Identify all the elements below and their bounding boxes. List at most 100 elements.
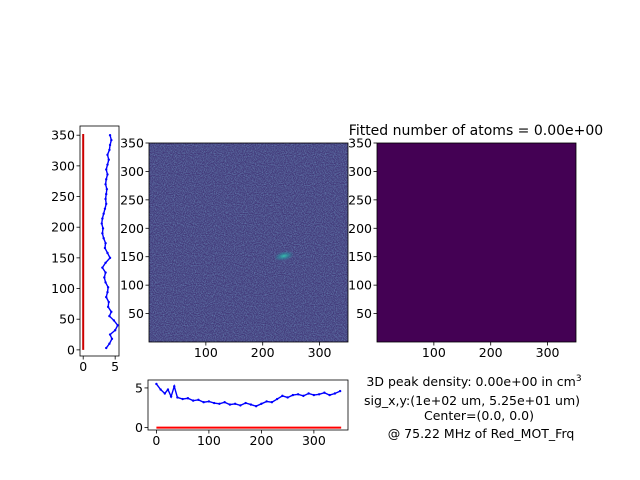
vertical-profile-data-point (103, 276, 106, 279)
vertical-profile-data-point (108, 314, 111, 318)
horizontal-profile-data-point (223, 401, 226, 404)
horizontal-profile-data-point (296, 393, 300, 396)
vertical-profile-data-point (104, 183, 107, 186)
absorption-image-ytick-label: 250 (120, 192, 144, 207)
horizontal-profile-data-point (163, 392, 166, 395)
absorption-image-xtick-label: 200 (251, 345, 275, 360)
vertical-profile-ytick-label: 150 (51, 250, 75, 265)
absorption-image-xtick-label: 100 (194, 345, 218, 360)
vertical-profile-ytick-label: 200 (51, 220, 75, 235)
horizontal-profile-data-point (239, 404, 242, 407)
fitted-image-plot: Fitted number of atoms = 0.00e+00 100 200… (348, 123, 603, 360)
vertical-profile-data-point (104, 241, 107, 245)
vertical-profile-data-point (101, 227, 105, 230)
horizontal-profile-data-point (265, 400, 268, 403)
vertical-profile-data-point (105, 187, 109, 191)
vertical-profile-ytick-label: 0 (67, 342, 75, 357)
fitted-image-ytick-label: 300 (348, 164, 372, 179)
absorption-image-ytick-label: 200 (120, 221, 144, 236)
horizontal-profile-data-point (281, 394, 284, 398)
horizontal-profile-xtick-label: 100 (197, 433, 221, 448)
vertical-profile-data-point (101, 217, 104, 220)
fitted-image-ytick-label: 50 (356, 306, 372, 321)
horizontal-profile-data-point (207, 400, 211, 403)
horizontal-profile-data-point (333, 392, 337, 395)
vertical-profile-data-point (107, 300, 110, 304)
horizontal-profile-data-point (338, 389, 342, 393)
vertical-profile-data-point (110, 138, 113, 142)
vertical-profile-data-point (108, 333, 112, 336)
absorption-image-noise (149, 143, 348, 342)
vertical-profile-data-point (106, 291, 109, 294)
horizontal-profile-xtick-label: 300 (302, 433, 326, 448)
horizontal-profile-data-point (302, 394, 305, 398)
horizontal-profile-data-point (218, 402, 221, 406)
vertical-profile-data-point (106, 163, 109, 166)
vertical-profile-data-point (112, 319, 116, 322)
vertical-profile-ytick-label: 350 (51, 128, 75, 143)
horizontal-profile-data-point (312, 393, 316, 397)
horizontal-profile-data-point (228, 403, 232, 406)
horizontal-profile-data-point (328, 393, 331, 397)
vertical-profile-data-point (105, 295, 108, 299)
vertical-profile-ytick-label: 50 (59, 312, 75, 327)
horizontal-profile-data-point (155, 382, 158, 386)
vertical-profile-data-point (104, 197, 107, 201)
fitted-image-ytick-label: 150 (348, 249, 372, 264)
horizontal-profile-data-point (307, 392, 310, 395)
horizontal-profile-data-point (191, 399, 195, 402)
vertical-profile-data-point (101, 266, 104, 269)
horizontal-profile-data-point (270, 401, 274, 404)
absorption-image-ytick-label: 50 (128, 306, 144, 321)
vertical-profile-xtick-label: 5 (111, 359, 119, 374)
absorption-image-frame (148, 142, 349, 343)
vertical-profile-data-point (108, 148, 111, 152)
horizontal-profile-data-point (291, 393, 295, 397)
horizontal-profile-data-point (186, 397, 190, 400)
fitted-image-ytick-label: 200 (348, 221, 372, 236)
vertical-profile-data-point (108, 143, 112, 147)
vertical-profile-data-point (106, 305, 110, 309)
vertical-profile-data-point (113, 329, 117, 332)
horizontal-profile-data-point (181, 397, 184, 401)
vertical-profile-data-point (103, 246, 107, 250)
vertical-profile-data-point (110, 337, 114, 341)
sig-text: sig_x,y:(1e+02 um, 5.25e+01 um) (364, 393, 580, 408)
vertical-profile-data-point (108, 134, 112, 137)
vertical-profile-data-point (108, 342, 111, 345)
horizontal-profile-data-point (166, 388, 170, 391)
horizontal-profile-data-point (169, 395, 173, 398)
horizontal-profile-data-point (323, 391, 326, 394)
fitted-title: Fitted number of atoms = 0.00e+00 (349, 123, 603, 139)
horizontal-profile-data-point (249, 403, 253, 406)
vertical-profile-data-point (106, 286, 110, 289)
atom-cloud-spot (274, 251, 294, 261)
horizontal-profile-ytick-label: 0 (135, 420, 143, 435)
vertical-profile-ytick-label: 300 (51, 158, 75, 173)
absorption-image-ytick-label: 300 (120, 164, 144, 179)
horizontal-profile-data-point (317, 393, 321, 396)
horizontal-profile-data-point (233, 402, 237, 406)
vertical-profile-data-point (104, 281, 107, 284)
vertical-profile-ytick-label: 100 (51, 281, 75, 296)
frequency-text: @ 75.22 MHz of Red_MOT_Frq (388, 426, 575, 441)
vertical-profile-data-point (105, 168, 108, 171)
vertical-profile-data-point (100, 222, 103, 225)
fitted-image-ytick-label: 350 (348, 136, 372, 151)
vertical-profile-data-point (104, 271, 107, 274)
fitted-image-xtick-label: 200 (479, 345, 503, 360)
horizontal-profile-data-point (275, 397, 279, 401)
absorption-image-ytick-label: 150 (120, 249, 144, 264)
horizontal-profile-data-point (254, 404, 258, 408)
horizontal-profile-data-point (286, 396, 289, 399)
absorption-image-ytick-label: 100 (120, 278, 144, 293)
horizontal-profile-data-line (155, 383, 341, 407)
horizontal-profile-data-point (173, 385, 176, 388)
horizontal-profile-data-point (197, 398, 200, 402)
vertical-profile-data-point (101, 232, 104, 235)
absorption-image-plot: 100 200 300 50 100 150 200 250 300 350 (120, 136, 349, 360)
vertical-profile-data-point (102, 212, 105, 215)
fitted-image-ytick-label: 250 (348, 192, 372, 207)
vertical-profile-data-point (116, 324, 119, 327)
